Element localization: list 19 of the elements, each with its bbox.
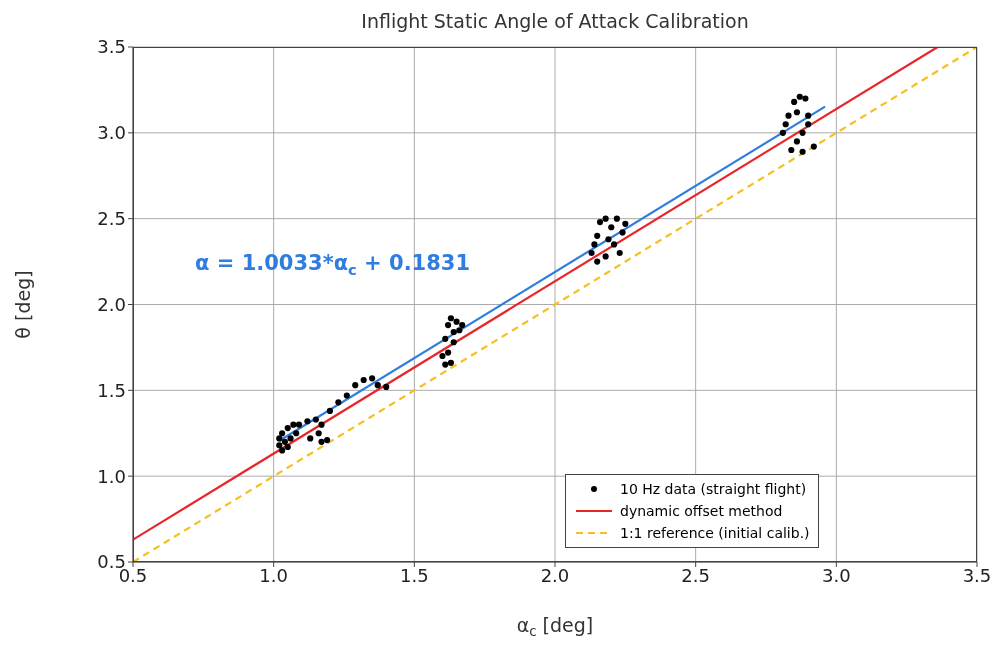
legend-label: 10 Hz data (straight flight)	[620, 480, 807, 499]
x-tick-label: 2.5	[681, 564, 710, 586]
x-tick-label: 2.0	[540, 564, 570, 586]
legend-label: dynamic offset method	[620, 502, 783, 521]
chart-title: Inflight Static Angle of Attack Calibration	[361, 10, 749, 32]
y-axis-title: θ [deg]	[12, 270, 34, 339]
annotation: α = 1.0033*α$_{c}$ + 0.1831	[195, 251, 471, 278]
y-tick-label: 3.0	[97, 122, 126, 144]
y-tick-label: 2.5	[97, 208, 126, 230]
legend-label: 1:1 reference (initial calib.)	[620, 524, 810, 543]
y-tick-label: 2.0	[97, 293, 126, 315]
x-tick-label: 1.5	[400, 564, 429, 586]
y-tick-label: 1.0	[97, 465, 126, 487]
x-tick-label: 1.0	[259, 564, 288, 586]
x-axis-title: α$_{c}$ [deg]	[516, 614, 594, 639]
y-tick-label: 1.5	[97, 379, 126, 401]
x-tick-label: 3.5	[962, 564, 992, 586]
y-tick-label: 3.5	[97, 36, 126, 58]
x-tick-label: 3.0	[822, 564, 851, 586]
